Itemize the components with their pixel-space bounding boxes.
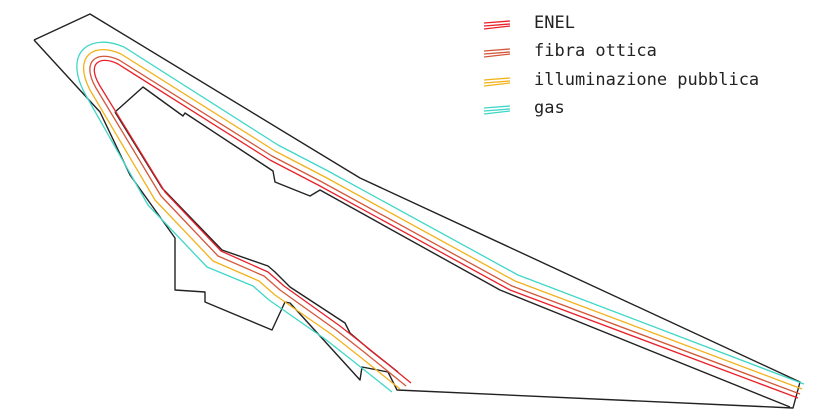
utility-line-gas — [76, 41, 805, 393]
legend-swatch-enel — [483, 20, 511, 30]
utility-line-enel — [93, 59, 799, 399]
legend-label-enel: ENEL — [534, 13, 575, 33]
legend-item-fibra-ottica: fibra ottica — [483, 41, 657, 61]
utility-line-illum — [83, 49, 803, 390]
utility-line-fibra — [89, 55, 801, 395]
legend-label-fibra-ottica: fibra ottica — [534, 41, 657, 61]
legend-item-illuminazione-pubblica: illuminazione pubblica — [483, 70, 759, 90]
legend: ENEL fibra ottica illuminazione pubblica… — [483, 13, 759, 118]
legend-label-gas: gas — [534, 98, 565, 118]
legend-swatch-gas — [483, 105, 511, 115]
legend-item-enel: ENEL — [483, 13, 575, 33]
legend-label-illuminazione-pubblica: illuminazione pubblica — [534, 70, 759, 90]
legend-item-gas: gas — [483, 98, 565, 118]
legend-swatch-illuminazione-pubblica — [483, 77, 511, 87]
site-boundary-inner — [114, 86, 791, 408]
utility-lines — [76, 41, 805, 399]
legend-swatch-fibra-ottica — [483, 48, 511, 58]
